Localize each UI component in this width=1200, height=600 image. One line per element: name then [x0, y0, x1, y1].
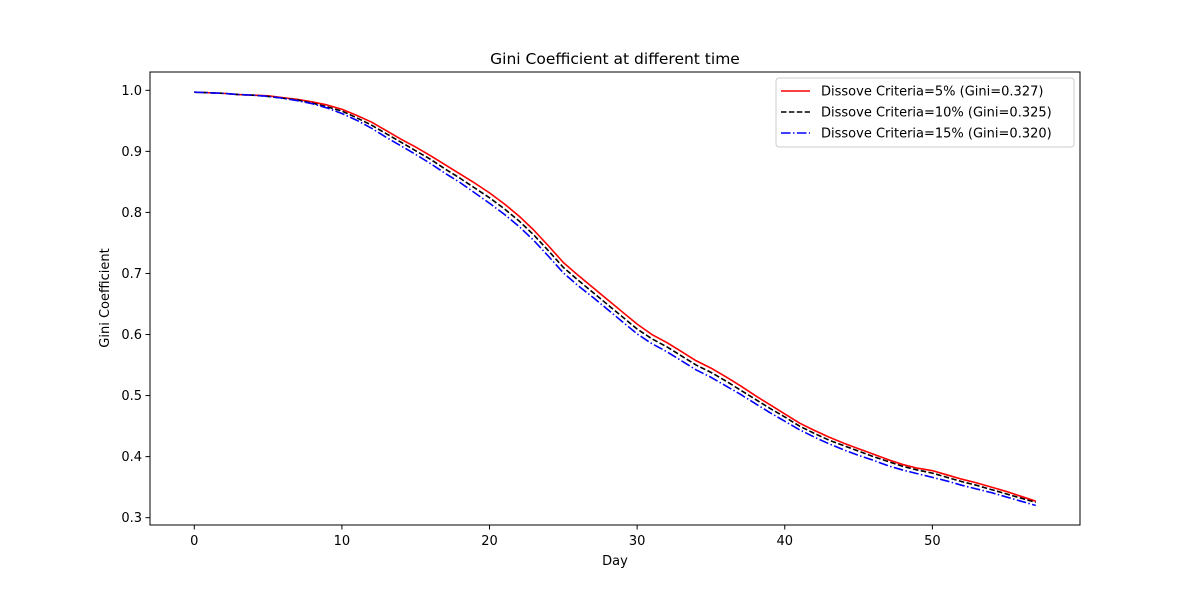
- series-line-2: [194, 91, 1036, 504]
- legend: Dissove Criteria=5% (Gini=0.327) Dissove …: [775, 77, 1075, 148]
- legend-box: [775, 77, 1075, 148]
- x-axis: 0 10 20 30 40 50: [190, 525, 941, 549]
- y-tick-label: 0.9: [121, 145, 142, 160]
- y-tick-label: 1.0: [121, 84, 142, 99]
- y-tick-label: 0.3: [121, 511, 142, 526]
- x-tick-label: 30: [629, 534, 646, 549]
- x-tick-label: 40: [776, 534, 793, 549]
- x-tick-label: 50: [924, 534, 941, 549]
- y-tick-label: 0.8: [121, 206, 142, 221]
- x-tick-label: 0: [190, 534, 198, 549]
- legend-label-3: Dissove Criteria=15% (Gini=0.320): [821, 127, 1052, 142]
- y-tick-label: 0.5: [121, 389, 142, 404]
- x-tick-label: 10: [334, 534, 351, 549]
- legend-label-1: Dissove Criteria=5% (Gini=0.327): [821, 85, 1043, 100]
- y-tick-label: 0.7: [121, 267, 142, 282]
- legend-label-2: Dissove Criteria=10% (Gini=0.325): [821, 106, 1052, 121]
- series-line-3: [194, 91, 1036, 507]
- x-axis-label: Day: [602, 554, 628, 569]
- x-tick-label: 20: [481, 534, 498, 549]
- series-line-1: [194, 91, 1036, 502]
- chart-title: Gini Coefficient at different time: [490, 50, 740, 68]
- y-tick-label: 0.4: [121, 450, 142, 465]
- series-layer: [194, 91, 1036, 507]
- y-axis-label: Gini Coefficient: [98, 248, 113, 347]
- y-axis: 0.3 0.4 0.5 0.6 0.7 0.8 0.9 1.0: [121, 84, 150, 526]
- y-tick-label: 0.6: [121, 328, 142, 343]
- legend-entries: Dissove Criteria=5% (Gini=0.327) Dissove …: [781, 85, 1052, 142]
